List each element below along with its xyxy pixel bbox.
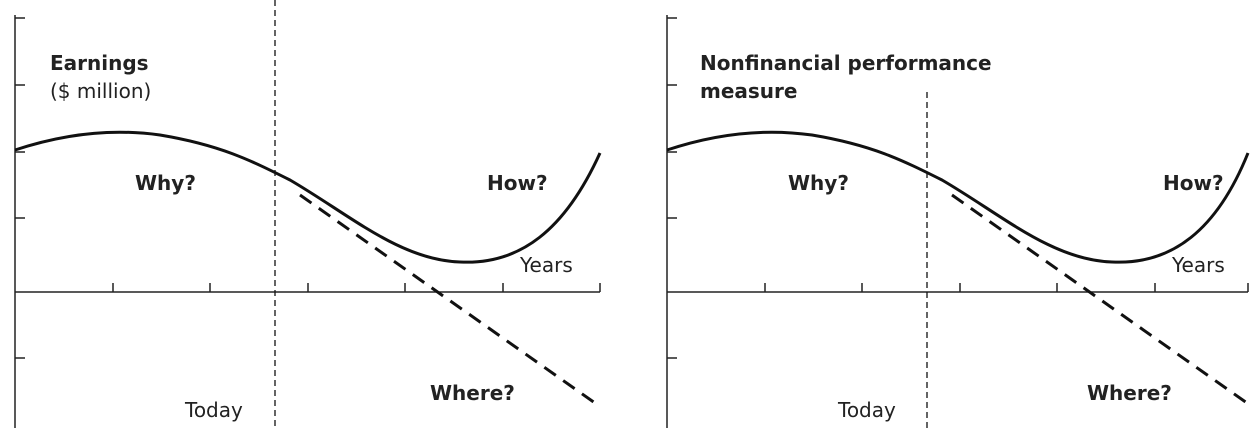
- where: Where?: [430, 381, 515, 405]
- curve: [666, 130, 1250, 264]
- panel-right: Nonfinancial performance measure Why? Ho…: [666, 15, 1250, 428]
- axes: [666, 15, 1249, 428]
- how: How?: [1163, 171, 1224, 195]
- curve: [14, 130, 602, 264]
- axes: [14, 15, 601, 428]
- how: How?: [487, 171, 548, 195]
- why: Why?: [135, 171, 196, 195]
- today: Today: [837, 398, 896, 422]
- projection: [951, 193, 1248, 405]
- x-axis-label: Years: [1171, 253, 1225, 277]
- title: Earnings: [50, 51, 149, 75]
- where: Where?: [1087, 381, 1172, 405]
- title: ($ million): [50, 79, 151, 103]
- x-axis-label: Years: [519, 253, 573, 277]
- title: Nonfinancial performance: [700, 51, 992, 75]
- title: measure: [700, 79, 797, 103]
- today: Today: [184, 398, 243, 422]
- projection: [299, 193, 596, 405]
- why: Why?: [788, 171, 849, 195]
- panel-left: Earnings ($ million) Why? How? Years Tod…: [14, 0, 602, 428]
